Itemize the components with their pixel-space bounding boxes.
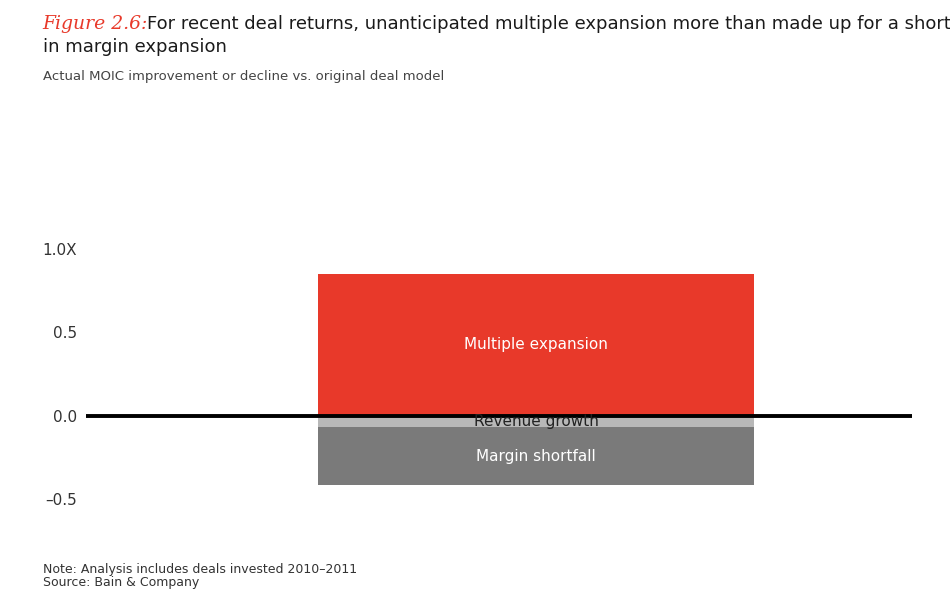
Bar — [318, 428, 754, 485]
Bar — [318, 274, 754, 415]
Text: Note: Analysis includes deals invested 2010–2011: Note: Analysis includes deals invested 2… — [43, 563, 357, 576]
Text: Actual MOIC improvement or decline vs. original deal model: Actual MOIC improvement or decline vs. o… — [43, 70, 444, 83]
Text: For recent deal returns, unanticipated multiple expansion more than made up for : For recent deal returns, unanticipated m… — [147, 15, 950, 33]
Text: in margin expansion: in margin expansion — [43, 38, 227, 56]
Text: Source: Bain & Company: Source: Bain & Company — [43, 576, 199, 588]
Text: Multiple expansion: Multiple expansion — [465, 337, 608, 353]
Bar — [318, 415, 754, 428]
Text: Figure 2.6:: Figure 2.6: — [43, 15, 148, 33]
Text: Margin shortfall: Margin shortfall — [477, 449, 597, 464]
Text: Revenue growth: Revenue growth — [474, 414, 598, 429]
